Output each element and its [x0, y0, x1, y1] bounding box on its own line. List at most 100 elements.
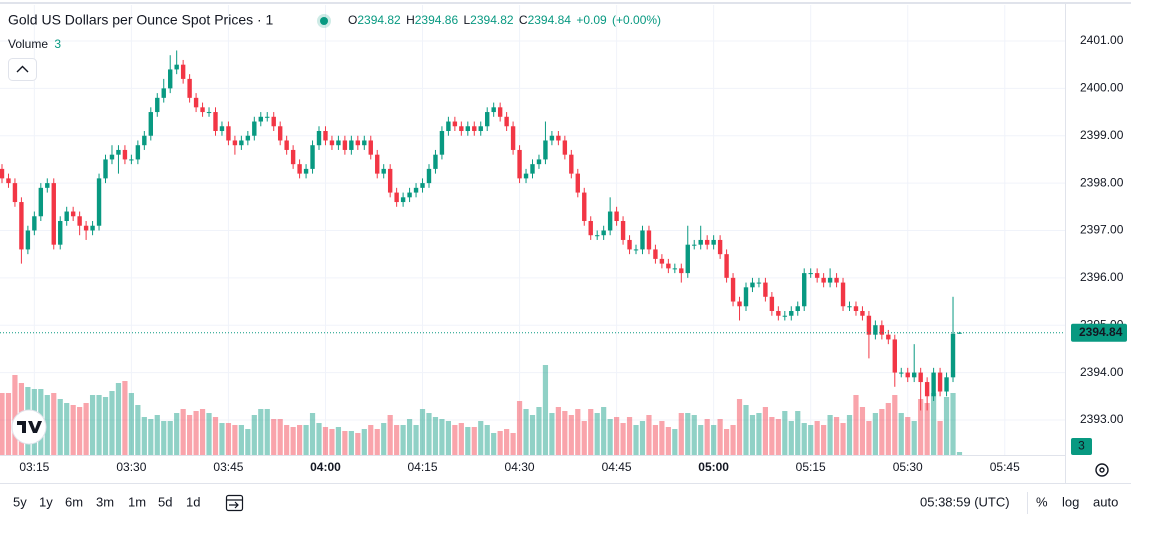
- collapse-button[interactable]: [8, 58, 37, 81]
- candle-body: [840, 282, 846, 307]
- volume-bar: [206, 413, 212, 455]
- candle-body: [96, 178, 102, 226]
- candle-body: [200, 107, 205, 113]
- range-button[interactable]: 1m: [128, 494, 146, 509]
- volume-bar: [749, 415, 756, 455]
- volume-bar: [782, 411, 788, 455]
- auto-toggle[interactable]: auto: [1093, 494, 1118, 509]
- candle-body: [219, 126, 225, 131]
- candle-body: [239, 140, 244, 146]
- volume-bar: [238, 425, 244, 455]
- clock: 05:38:59 (UTC): [920, 494, 1010, 509]
- volume-bar: [736, 399, 743, 455]
- volume-bar: [199, 409, 206, 455]
- candle-body: [303, 168, 309, 174]
- volume-bar: [439, 419, 445, 455]
- last-price-label: 2394.84: [1079, 325, 1123, 339]
- volume-bar: [290, 427, 296, 455]
- percent-toggle[interactable]: %: [1036, 494, 1048, 509]
- x-tick-label: 05:30: [893, 460, 923, 474]
- candle-body: [271, 116, 276, 127]
- candle-body: [543, 140, 548, 160]
- y-tick-label: 2401.00: [1080, 33, 1124, 47]
- candle-body: [594, 235, 600, 237]
- candle-body: [860, 311, 865, 316]
- range-button[interactable]: 1d: [186, 494, 200, 509]
- candle-body: [620, 221, 626, 240]
- volume-bar: [523, 409, 529, 455]
- volume-value: 3: [54, 37, 61, 51]
- last-volume-label: 3: [1078, 439, 1085, 453]
- candle-body: [717, 239, 723, 255]
- candle-body: [116, 149, 121, 155]
- log-toggle[interactable]: log: [1062, 494, 1079, 509]
- volume-bar: [665, 427, 671, 455]
- volume-bar: [730, 425, 736, 455]
- candle-body: [756, 282, 762, 284]
- candle-body: [265, 116, 270, 118]
- candle-body: [659, 258, 665, 264]
- volume-bar: [931, 393, 937, 455]
- volume-bar: [245, 429, 251, 455]
- candle-body: [853, 306, 859, 311]
- range-button[interactable]: 5d: [158, 494, 172, 509]
- date-range-icon[interactable]: [225, 494, 244, 512]
- candle-body: [452, 121, 458, 127]
- volume-bar: [419, 409, 426, 455]
- range-button[interactable]: 6m: [65, 494, 83, 509]
- volume-bar: [691, 415, 697, 455]
- candle-body: [213, 112, 218, 131]
- calendar-box: [225, 494, 244, 512]
- candle-body: [892, 339, 897, 373]
- volume-bar: [723, 429, 730, 455]
- x-tick-label: 03:45: [213, 460, 243, 474]
- candle-body: [375, 154, 380, 174]
- candle-body: [704, 239, 710, 245]
- legend-value: 2394.84: [528, 13, 572, 27]
- volume-bar: [704, 419, 710, 455]
- candle-body: [672, 268, 678, 270]
- candle-body: [193, 97, 199, 108]
- logo-circle: [11, 409, 47, 445]
- candle-body: [743, 287, 749, 307]
- candle-body: [685, 244, 690, 274]
- candle-body: [465, 126, 471, 131]
- volume-bar: [141, 417, 147, 455]
- range-button[interactable]: 1y: [39, 494, 53, 509]
- volume-bar: [924, 403, 930, 455]
- volume-bar: [465, 427, 471, 455]
- candle-body: [38, 187, 44, 217]
- volume-bar: [102, 397, 109, 455]
- candle-body: [937, 372, 943, 392]
- status-dot: [320, 17, 328, 25]
- legend-label: L: [463, 13, 470, 27]
- volume-bar: [808, 425, 814, 455]
- candle-body: [776, 311, 781, 316]
- volume-bar: [866, 421, 872, 455]
- volume-bar: [303, 425, 309, 455]
- candle-body: [472, 126, 477, 131]
- candle-body: [323, 131, 328, 141]
- change: +0.09: [576, 13, 607, 27]
- candle-body: [562, 140, 568, 155]
- candle-body: [698, 239, 703, 245]
- range-button[interactable]: 5y: [13, 494, 27, 509]
- candle-body: [12, 183, 18, 203]
- logo-glyph: [17, 421, 42, 433]
- volume-bar: [89, 395, 96, 455]
- volume-legend: Volume 3: [8, 37, 61, 51]
- volume-bar: [620, 423, 626, 455]
- volume-bar: [316, 423, 322, 455]
- candle-body: [187, 78, 192, 98]
- volume-bar: [646, 415, 652, 455]
- y-tick-label: 2399.00: [1080, 128, 1124, 142]
- volume-bar: [167, 421, 173, 455]
- candle-body: [886, 334, 891, 340]
- range-button[interactable]: 3m: [96, 494, 114, 509]
- candle-body: [834, 277, 839, 283]
- volume-label: Volume: [8, 37, 48, 51]
- settings-icon[interactable]: [1095, 463, 1109, 477]
- candle-body: [802, 273, 807, 307]
- candle-body: [277, 126, 283, 141]
- change-pct: (+0.00%): [612, 13, 661, 27]
